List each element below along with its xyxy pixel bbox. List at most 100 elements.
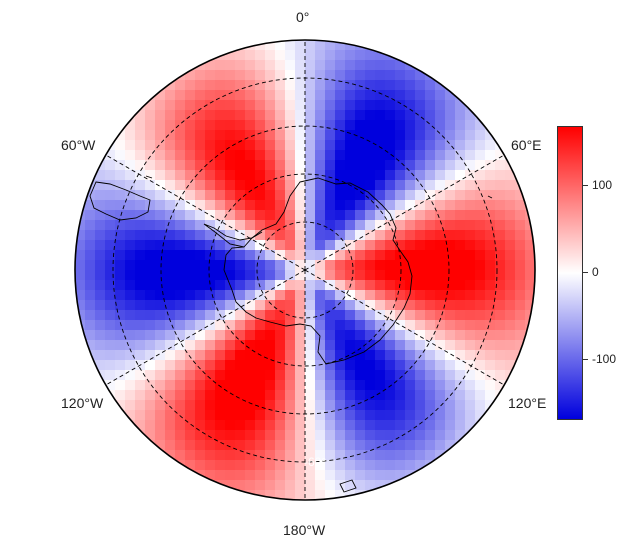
field-cell: [295, 370, 306, 381]
field-cell: [375, 220, 386, 231]
field-cell: [335, 80, 346, 91]
field-cell: [475, 230, 486, 241]
field-cell: [285, 180, 296, 191]
field-cell: [115, 150, 126, 161]
field-cell: [355, 180, 366, 191]
field-cell: [375, 470, 386, 481]
field-cell: [385, 250, 396, 261]
field-cell: [205, 160, 216, 171]
field-cell: [265, 450, 276, 461]
field-cell: [195, 100, 206, 111]
field-cell: [235, 60, 246, 71]
field-cell: [335, 300, 346, 311]
field-cell: [215, 340, 226, 351]
field-cell: [155, 90, 166, 101]
field-cell: [205, 440, 216, 451]
field-cell: [155, 200, 166, 211]
field-cell: [185, 430, 196, 441]
field-cell: [335, 230, 346, 241]
field-cell: [155, 420, 166, 431]
field-cell: [135, 200, 146, 211]
field-cell: [205, 270, 216, 281]
field-cell: [335, 400, 346, 411]
field-cell: [395, 160, 406, 171]
field-cell: [415, 410, 426, 421]
field-cell: [325, 50, 336, 61]
field-cell: [295, 110, 306, 121]
field-cell: [75, 240, 86, 251]
field-cell: [455, 280, 466, 291]
field-cell: [115, 200, 126, 211]
field-cell: [105, 380, 116, 391]
field-cell: [165, 370, 176, 381]
field-cell: [355, 160, 366, 171]
field-cell: [325, 340, 336, 351]
field-cell: [285, 450, 296, 461]
field-cell: [135, 150, 146, 161]
field-cell: [325, 450, 336, 461]
south-america-tip: [89, 181, 151, 221]
field-cell: [355, 210, 366, 221]
field-cell: [125, 370, 136, 381]
field-cell: [395, 350, 406, 361]
field-cell: [325, 260, 336, 271]
field-cell: [345, 430, 356, 441]
field-cell: [355, 300, 366, 311]
field-cell: [495, 400, 506, 411]
field-cell: [185, 410, 196, 421]
field-cell: [255, 90, 266, 101]
colorbar-tick: [583, 185, 588, 186]
field-cell: [115, 300, 126, 311]
field-cell: [265, 250, 276, 261]
field-cell: [365, 280, 376, 291]
field-cell: [365, 470, 376, 481]
field-cell: [515, 240, 526, 251]
field-cell: [325, 480, 336, 491]
field-cell: [145, 160, 156, 171]
field-cell: [175, 420, 186, 431]
field-cell: [355, 410, 366, 421]
field-cell: [255, 380, 266, 391]
field-cell: [115, 400, 126, 411]
field-cell: [205, 260, 216, 271]
field-cell: [415, 300, 426, 311]
field-cell: [235, 100, 246, 111]
field-cell: [285, 370, 296, 381]
field-cell: [185, 110, 196, 121]
field-cell: [445, 240, 456, 251]
field-cell: [235, 180, 246, 191]
field-cell: [305, 470, 316, 481]
field-cell: [345, 350, 356, 361]
field-cell: [375, 380, 386, 391]
field-cell: [445, 90, 456, 101]
field-cell: [435, 150, 446, 161]
field-cell: [385, 120, 396, 131]
field-cell: [135, 250, 146, 261]
field-cell: [115, 280, 126, 291]
field-cell: [105, 130, 116, 141]
field-cell: [515, 370, 526, 381]
field-cell: [285, 130, 296, 141]
field-cell: [485, 250, 496, 261]
field-cell: [305, 410, 316, 421]
field-cell: [455, 120, 466, 131]
field-cell: [365, 480, 376, 491]
field-cell: [355, 430, 366, 441]
field-cell: [325, 120, 336, 131]
field-cell: [415, 70, 426, 81]
field-cell: [415, 380, 426, 391]
field-cell: [285, 110, 296, 121]
field-cell: [165, 330, 176, 341]
field-cell: [365, 350, 376, 361]
field-cell: [165, 70, 176, 81]
field-cell: [365, 220, 376, 231]
field-cell: [145, 310, 156, 321]
field-cell: [335, 370, 346, 381]
field-cell: [355, 50, 366, 61]
field-cell: [465, 280, 476, 291]
field-cell: [105, 180, 116, 191]
field-cell: [105, 320, 116, 331]
field-cell: [395, 190, 406, 201]
field-cell: [135, 300, 146, 311]
field-cell: [235, 320, 246, 331]
